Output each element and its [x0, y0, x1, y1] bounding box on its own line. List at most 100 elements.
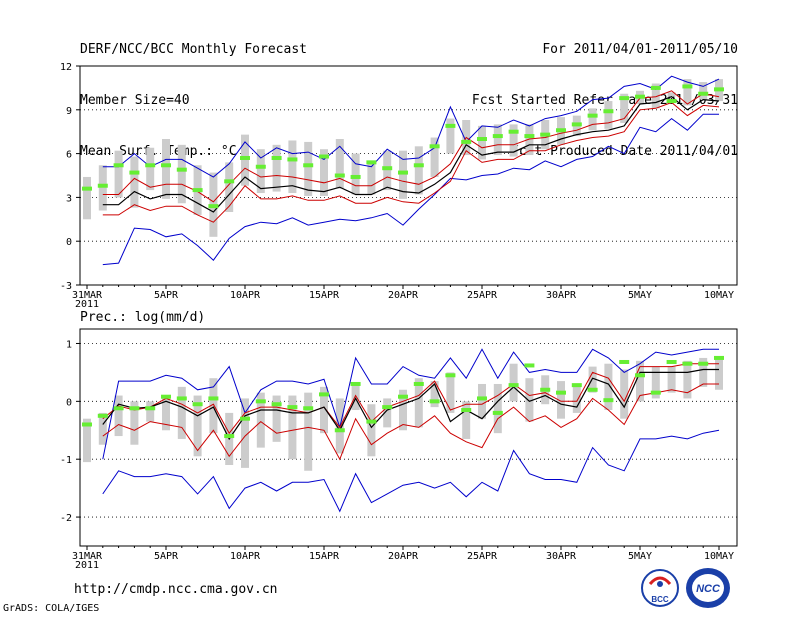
chart2-frame	[79, 328, 738, 547]
chart2-box	[146, 401, 155, 422]
chart1-xtick-label: 25APR	[467, 290, 498, 301]
chart2-median-marker	[161, 394, 171, 399]
chart1-median-marker	[603, 109, 614, 114]
chart2-median-marker	[271, 402, 282, 407]
chart1-frame	[79, 65, 738, 286]
chart1-ytick-label: 12	[60, 62, 72, 73]
chart1-median-marker	[97, 183, 108, 188]
chart2-median-marker	[540, 387, 551, 392]
chart2-median-marker	[524, 363, 535, 368]
chart1-box	[130, 156, 139, 208]
chart2-ytick-label: -2	[60, 513, 72, 524]
chart1-box	[162, 139, 170, 199]
chart-main-title: DERF/NCC/BCC Monthly Forecast	[80, 42, 307, 57]
chart1-box	[446, 118, 455, 154]
chart1-box	[430, 137, 439, 177]
chart2-box	[272, 395, 281, 442]
chart2-median-marker	[587, 387, 598, 392]
chart1-min-line	[102, 113, 719, 266]
chart2-xtick-label: 5MAY	[628, 551, 652, 562]
chart1-sd-upper-line	[102, 90, 720, 203]
chart1-median-marker	[556, 128, 566, 133]
bcc-logo-text: BCC	[651, 595, 669, 604]
chart2-box	[414, 378, 423, 428]
chart1-box	[177, 144, 186, 204]
chart2-median-marker	[398, 394, 408, 399]
chart1-median-marker	[492, 134, 503, 139]
chart1-box	[699, 82, 708, 100]
chart1-box	[367, 160, 376, 195]
chart1-ytick-label: 3	[66, 193, 72, 204]
chart2-xtick-label: 10APR	[230, 551, 261, 562]
chart1-median-marker	[224, 179, 235, 184]
source-url[interactable]: http://cmdp.ncc.cma.gov.cn	[74, 582, 278, 597]
header-right: For 2011/04/01-2011/05/10 Fcst Started R…	[472, 12, 738, 180]
member-size: Member Size=40	[80, 93, 190, 108]
chart1-median-marker	[682, 84, 693, 89]
chart2-sd-lower-line	[102, 383, 719, 461]
chart1-xtick-label: 20APR	[388, 290, 419, 301]
chart2-median-marker	[129, 406, 140, 411]
chart1-box	[399, 150, 407, 199]
chart2-median-marker	[477, 396, 487, 401]
chart1-box	[320, 149, 328, 196]
chart2-median-marker	[224, 434, 235, 439]
fcst-produced-date: Fcst Produced Date 2011/04/01	[511, 144, 738, 159]
chart1-median-marker	[524, 134, 535, 139]
chart1-median-marker	[508, 129, 519, 134]
fcst-started-date: Fcst Started Refer Date 2011/03/31	[471, 93, 738, 108]
chart1-xtick-label: 31MAR	[72, 290, 103, 301]
chart2-median-marker	[714, 355, 724, 360]
chart2-ytick-label: 0	[66, 397, 72, 408]
chart2-box	[509, 363, 518, 402]
chart2-median-marker	[650, 390, 661, 395]
chart2-median-marker	[698, 361, 709, 366]
chart2-box	[383, 398, 392, 428]
chart2-median-marker	[619, 359, 630, 364]
chart1-median-marker	[145, 163, 156, 168]
chart1-sd-lower-line	[102, 101, 720, 223]
chart1-median-marker	[240, 155, 250, 160]
chart2-box	[430, 381, 439, 408]
chart2-xtick-label: 30APR	[546, 551, 577, 562]
chart2-median-marker	[319, 392, 329, 397]
chart2-box	[667, 366, 676, 393]
chart1-box	[383, 150, 392, 191]
chart1-box	[241, 134, 249, 186]
chart1-box	[146, 147, 155, 191]
chart2-box	[715, 357, 723, 390]
forecast-period: For 2011/04/01-2011/05/10	[542, 42, 738, 57]
chart1-median-marker	[82, 186, 92, 191]
chart1-box	[620, 93, 629, 123]
chart2-box	[525, 378, 534, 422]
chart2-median-marker	[287, 405, 298, 410]
chart2-box	[651, 366, 660, 399]
chart2-median-marker	[366, 419, 377, 424]
chart2-box	[320, 386, 328, 434]
chart2-median-marker	[429, 399, 440, 404]
chart2-box	[478, 383, 486, 419]
chart2-box	[683, 360, 692, 399]
chart2-median-marker	[303, 406, 314, 411]
chart1-median-marker	[429, 144, 440, 149]
chart1-xtick-label: 10APR	[230, 290, 261, 301]
chart2-median-marker	[682, 361, 693, 366]
chart2-box	[572, 383, 581, 413]
chart2-max-line	[102, 348, 719, 460]
bcc-logo: BCC	[641, 569, 679, 607]
chart1-median-marker	[366, 160, 377, 165]
chart2-box	[83, 418, 91, 463]
chart2-ytick-label: -1	[60, 455, 72, 466]
chart1-box	[335, 139, 344, 189]
chart1-box	[225, 162, 234, 212]
chart1-mean-line	[102, 96, 720, 213]
chart2-median-marker	[413, 381, 424, 386]
chart2-box	[288, 395, 297, 460]
chart2-box	[399, 389, 407, 431]
chart1-box	[414, 146, 423, 195]
chart2-box	[367, 404, 376, 457]
chart2-median-marker	[445, 373, 456, 378]
chart1-median-marker	[129, 170, 140, 175]
chart2-box	[588, 366, 597, 393]
chart1-max-line	[102, 75, 720, 178]
